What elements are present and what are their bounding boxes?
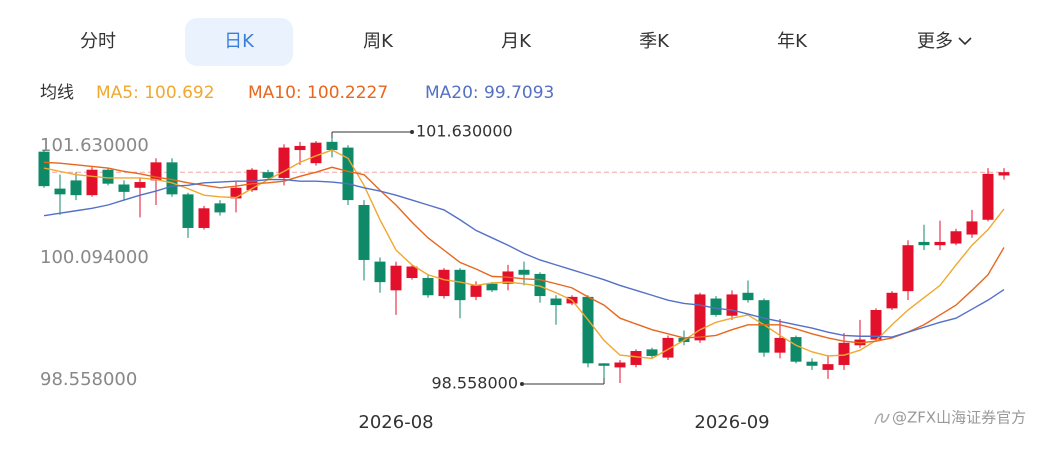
tab[interactable]: 月K	[501, 31, 532, 52]
candle-body	[406, 266, 418, 279]
candle-body	[790, 337, 802, 362]
candle-body	[742, 292, 754, 301]
more-chevron[interactable]	[958, 37, 972, 46]
candle-body	[374, 261, 386, 283]
candle-body	[358, 205, 370, 260]
candle-body	[118, 184, 130, 192]
tab-bar: 分时 日K 周K 月K 季K 年K 更多	[80, 31, 953, 52]
candle-body	[182, 194, 194, 228]
legend-entry: MA5: 100.692	[96, 83, 215, 103]
candle-body	[950, 231, 962, 244]
candle-body	[630, 351, 642, 365]
candle-body	[86, 169, 98, 196]
candle-body	[134, 182, 146, 188]
candle-body	[166, 162, 178, 195]
annotation-dot	[520, 382, 524, 386]
ma-line	[43, 149, 1005, 360]
candle-body	[646, 349, 658, 356]
ma-line	[43, 178, 1005, 338]
x-tick-label: 2026-08	[358, 412, 433, 433]
candle-body	[294, 145, 306, 151]
candle-body	[726, 294, 738, 316]
candle-body	[150, 162, 162, 181]
candle-body	[390, 265, 402, 291]
candle-body	[198, 208, 210, 228]
candle-body	[710, 298, 722, 315]
candle-body	[486, 283, 498, 291]
candle-body	[326, 141, 338, 151]
candle-body	[422, 278, 434, 296]
annotation-label: 98.558000	[431, 374, 518, 393]
legend-entry: MA10: 100.2227	[248, 83, 388, 103]
candle-body	[454, 269, 466, 301]
candle-body	[934, 241, 946, 246]
candle-body	[806, 361, 818, 366]
candle-body	[902, 245, 914, 292]
candle-body	[886, 292, 898, 309]
ma-line	[43, 161, 1005, 344]
plot-area: 101.630000 100.094000 98.558000 2026-08 2026…	[38, 122, 1012, 433]
candle-body	[758, 300, 770, 353]
candle-body	[966, 221, 978, 235]
y-tick-label: 98.558000	[40, 369, 137, 390]
annotation-label: 101.630000	[416, 122, 513, 141]
tab[interactable]: 年K	[777, 31, 808, 52]
candle-body	[918, 241, 930, 246]
candle-body	[214, 203, 226, 213]
legend-title: 均线	[40, 83, 74, 103]
candle-body	[278, 147, 290, 178]
candle-body	[534, 273, 546, 297]
tab[interactable]: 日K	[224, 31, 255, 52]
tab[interactable]: 周K	[363, 31, 394, 52]
x-tick-label: 2026-09	[694, 412, 769, 433]
watermark: @ZFX山海证券官方	[892, 409, 1026, 427]
candle-body	[38, 151, 50, 187]
candle-body	[598, 363, 610, 366]
tab[interactable]: 更多	[917, 31, 953, 52]
candle-body	[998, 172, 1010, 176]
candle-body	[694, 294, 706, 341]
candle-body	[614, 362, 626, 368]
tab[interactable]: 分时	[80, 31, 116, 52]
y-tick-label: 100.094000	[40, 247, 149, 268]
candle-body	[838, 342, 850, 365]
candle-body	[246, 169, 258, 191]
candle-body	[870, 310, 882, 340]
candle-body	[102, 169, 114, 184]
candle-body	[822, 364, 834, 370]
candle-body	[582, 296, 594, 364]
watermark-icon	[874, 413, 890, 425]
candle-body	[70, 180, 82, 196]
candle-body	[54, 188, 66, 195]
candle-body	[518, 269, 530, 275]
legend: MA5: 100.692 MA10: 100.2227 MA20: 99.7093	[96, 83, 554, 103]
legend-entry: MA20: 99.7093	[425, 83, 554, 103]
annotation-dot	[410, 130, 414, 134]
candle-body	[342, 147, 354, 201]
candle-body	[310, 142, 322, 164]
candle-body	[262, 172, 274, 178]
candle-body	[550, 298, 562, 306]
candle-body	[230, 187, 242, 199]
tab[interactable]: 季K	[639, 31, 670, 52]
selected-tab-background	[185, 18, 293, 66]
candle-body	[438, 269, 450, 297]
y-tick-label: 101.630000	[40, 135, 149, 156]
candle-body	[774, 337, 786, 353]
candle-body	[470, 285, 482, 297]
candle-body	[982, 173, 994, 220]
candle-body	[662, 337, 674, 358]
